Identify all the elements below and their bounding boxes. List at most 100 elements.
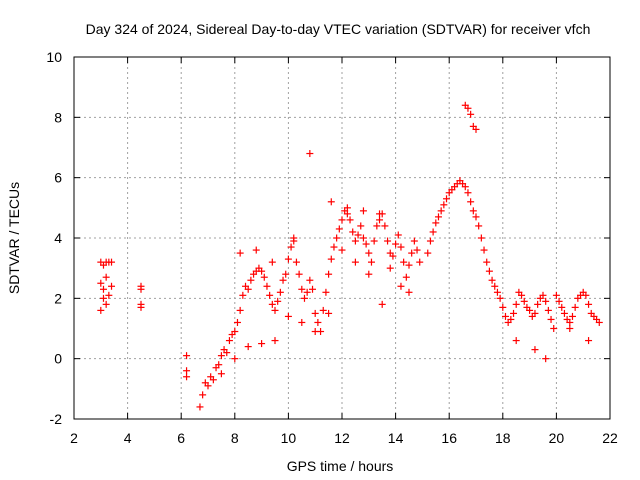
x-tick-label: 18 <box>495 430 511 446</box>
data-point <box>290 234 298 242</box>
y-tick-label: 4 <box>54 230 62 246</box>
data-point <box>327 198 335 206</box>
data-point <box>292 258 300 266</box>
data-point <box>512 300 520 308</box>
data-point <box>376 216 384 224</box>
data-point <box>467 110 475 118</box>
data-point <box>534 300 542 308</box>
data-point <box>408 249 416 257</box>
data-point <box>426 237 434 245</box>
data-point <box>231 328 239 336</box>
data-point <box>268 258 276 266</box>
data-point <box>97 306 105 314</box>
data-point <box>306 276 314 284</box>
x-tick-label: 2 <box>70 430 78 446</box>
data-point <box>566 318 574 326</box>
data-point <box>236 306 244 314</box>
data-point <box>402 273 410 281</box>
data-point <box>183 352 191 360</box>
data-point <box>496 294 504 302</box>
data-point <box>405 288 413 296</box>
data-point <box>491 282 499 290</box>
x-tick-label: 6 <box>177 430 185 446</box>
data-point <box>392 240 400 248</box>
data-point <box>333 234 341 242</box>
data-point <box>413 246 421 254</box>
data-point <box>276 288 284 296</box>
chart-title: Day 324 of 2024, Sidereal Day-to-day VTE… <box>86 21 591 37</box>
data-point <box>247 276 255 284</box>
data-point <box>531 346 539 354</box>
data-point <box>367 258 375 266</box>
data-point <box>362 240 370 248</box>
data-point <box>327 255 335 263</box>
data-point <box>585 300 593 308</box>
grid <box>74 57 610 419</box>
data-point <box>108 258 116 266</box>
data-point <box>102 273 110 281</box>
data-point <box>499 303 507 311</box>
data-point <box>518 291 526 299</box>
y-tick-label: 2 <box>54 290 62 306</box>
data-point <box>443 195 451 203</box>
data-point <box>260 273 268 281</box>
x-tick-label: 20 <box>549 430 565 446</box>
data-point <box>384 237 392 245</box>
data-point <box>199 391 207 399</box>
data-point <box>351 258 359 266</box>
data-point <box>209 376 217 384</box>
data-point <box>539 291 547 299</box>
data-point <box>311 328 319 336</box>
data-point <box>306 150 314 158</box>
data-point <box>325 270 333 278</box>
data-point <box>434 213 442 221</box>
data-point <box>338 216 346 224</box>
x-tick-label: 12 <box>334 430 350 446</box>
data-point <box>346 216 354 224</box>
data-point <box>319 306 327 314</box>
data-point <box>472 125 480 133</box>
data-point <box>343 204 351 212</box>
data-point <box>287 243 295 251</box>
data-point <box>239 291 247 299</box>
data-point <box>196 403 204 411</box>
data-point <box>330 243 338 251</box>
data-point <box>217 370 225 378</box>
data-point <box>558 303 566 311</box>
data-point <box>571 303 579 311</box>
data-point <box>263 282 271 290</box>
data-point <box>464 104 472 112</box>
data-point <box>231 355 239 363</box>
y-tick-label: 8 <box>54 109 62 125</box>
data-point <box>300 294 308 302</box>
data-point <box>102 300 110 308</box>
data-point <box>429 228 437 236</box>
data-point <box>440 201 448 209</box>
data-point <box>394 231 402 239</box>
x-tick-label: 4 <box>124 430 132 446</box>
data-point <box>325 309 333 317</box>
data-point <box>351 237 359 245</box>
data-point <box>365 249 373 257</box>
data-point <box>585 337 593 345</box>
data-point <box>244 285 252 293</box>
data-point <box>595 318 603 326</box>
data-point <box>258 340 266 348</box>
data-point <box>485 267 493 275</box>
data-point <box>338 246 346 254</box>
data-point <box>501 312 509 320</box>
data-point <box>284 312 292 320</box>
x-axis-label: GPS time / hours <box>287 458 394 474</box>
data-point <box>274 297 282 305</box>
data-point <box>298 285 306 293</box>
data-point <box>322 288 330 296</box>
data-point <box>108 282 116 290</box>
data-point <box>295 270 303 278</box>
data-point <box>472 213 480 221</box>
data-point <box>204 382 212 390</box>
data-point <box>389 252 397 260</box>
data-point <box>555 297 563 305</box>
data-point <box>343 210 351 218</box>
data-point <box>268 300 276 308</box>
data-point <box>271 306 279 314</box>
